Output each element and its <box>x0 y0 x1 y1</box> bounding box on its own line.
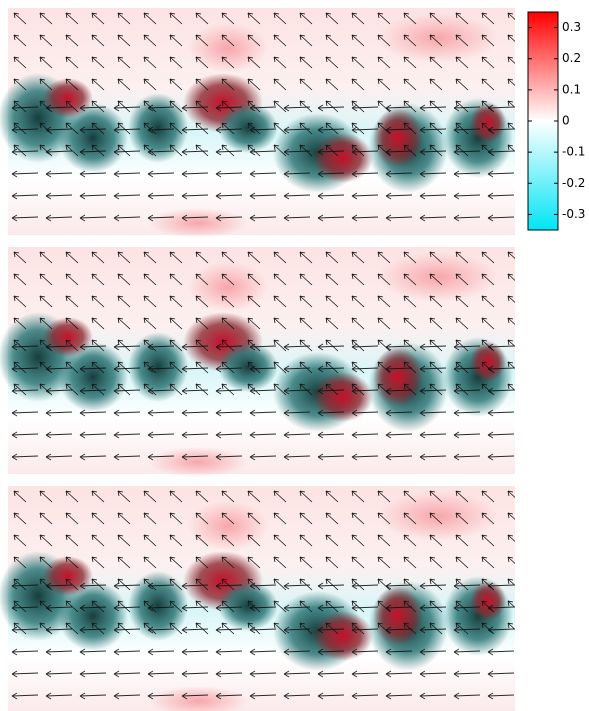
colorbar-tick-label: -0.3 <box>562 207 585 221</box>
colorbar-tick-label: 0.2 <box>562 51 581 65</box>
colorbar-tick-label: 0.3 <box>562 20 581 34</box>
field-panel <box>0 247 515 477</box>
colorbar-tick-label: -0.2 <box>562 176 585 190</box>
field-panel <box>0 8 515 238</box>
colorbar: 0.3 0.2 0.1 0 -0.1 -0.2 -0.3 <box>527 11 585 231</box>
colorbar-tick-label: -0.1 <box>562 145 585 159</box>
colorbar-tick-label: 0.1 <box>562 82 581 96</box>
colorbar-fill <box>527 11 559 231</box>
colorbar-tick-label: 0 <box>562 114 570 128</box>
field-panel <box>0 486 515 711</box>
